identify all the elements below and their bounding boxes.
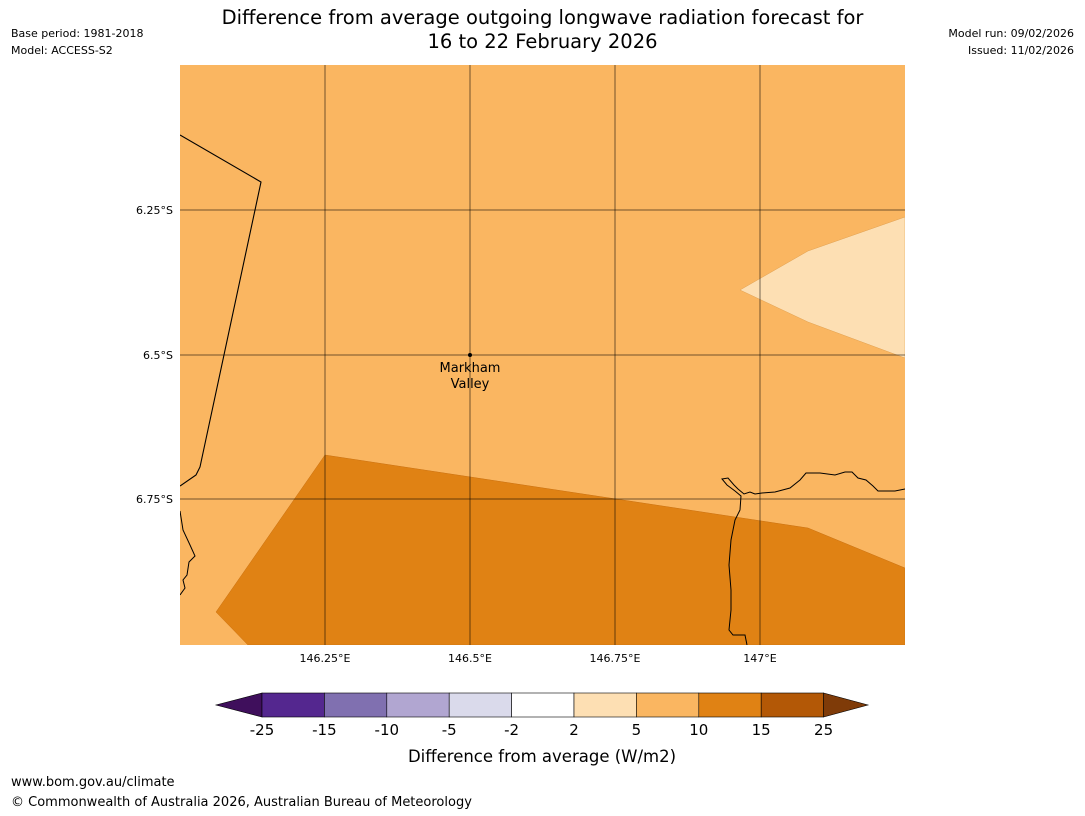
colorbar-segment — [386, 692, 450, 718]
base-period-label: Base period: 1981-2018 — [11, 27, 144, 40]
colorbar-tick-label: 10 — [689, 721, 708, 739]
location-label-line-2: Valley — [451, 377, 490, 392]
colorbar-segment — [573, 692, 637, 718]
colorbar-segment — [760, 692, 824, 718]
colorbar-tick-label: 15 — [752, 721, 771, 739]
coastline-west — [180, 134, 262, 487]
lon-label: 146.5°E — [448, 652, 492, 665]
colorbar-tick-label: -2 — [504, 721, 519, 739]
model-label: Model: ACCESS-S2 — [11, 44, 113, 57]
colorbar-segment — [261, 692, 325, 718]
legend-title: Difference from average (W/m2) — [408, 747, 676, 766]
page-title: Difference from average outgoing longwav… — [0, 6, 1085, 54]
colorbar-segment — [448, 692, 512, 718]
colorbar-segment — [698, 692, 762, 718]
location-label-line-1: Markham — [440, 361, 501, 376]
graticule — [180, 65, 905, 645]
colorbar-segment — [324, 692, 388, 718]
colorbar-segment — [636, 692, 700, 718]
lat-label: 6.25°S — [136, 204, 173, 217]
location-marker — [468, 353, 472, 357]
coastline-southwest — [180, 510, 196, 596]
colorbar-segment — [511, 692, 575, 718]
issued-label: Issued: 11/02/2026 — [967, 44, 1074, 57]
model-run-label: Model run: 09/02/2026 — [948, 27, 1074, 40]
colorbar-tick-label: -10 — [375, 721, 400, 739]
coastline-huon-gulf — [721, 471, 905, 645]
colorbar-arrow-high — [823, 692, 870, 718]
colorbar-tick-label: 5 — [632, 721, 642, 739]
footer-url[interactable]: www.bom.gov.au/climate — [11, 775, 175, 790]
lon-label: 146.75°E — [590, 652, 641, 665]
anomaly-2-5-region — [739, 216, 905, 359]
colorbar-tick-label: 25 — [814, 721, 833, 739]
colorbar-arrow-low — [214, 692, 263, 718]
title-line-2: 16 to 22 February 2026 — [427, 30, 658, 53]
colorbar-tick-label: -15 — [312, 721, 337, 739]
lon-label: 146.25°E — [300, 652, 351, 665]
colorbar-tick-label: -25 — [250, 721, 275, 739]
anomaly-10-15-region — [215, 454, 905, 645]
footer-copyright: © Commonwealth of Australia 2026, Austra… — [11, 795, 472, 810]
lat-label: 6.5°S — [143, 349, 173, 362]
title-line-1: Difference from average outgoing longwav… — [221, 6, 864, 29]
colorbar-tick-label: -5 — [442, 721, 457, 739]
lat-label: 6.75°S — [136, 493, 173, 506]
colorbar: -25 -15 -10 -5 -2 2 5 10 15 25 — [214, 692, 870, 739]
colorbar-tick-label: 2 — [569, 721, 579, 739]
lon-label: 147°E — [743, 652, 776, 665]
